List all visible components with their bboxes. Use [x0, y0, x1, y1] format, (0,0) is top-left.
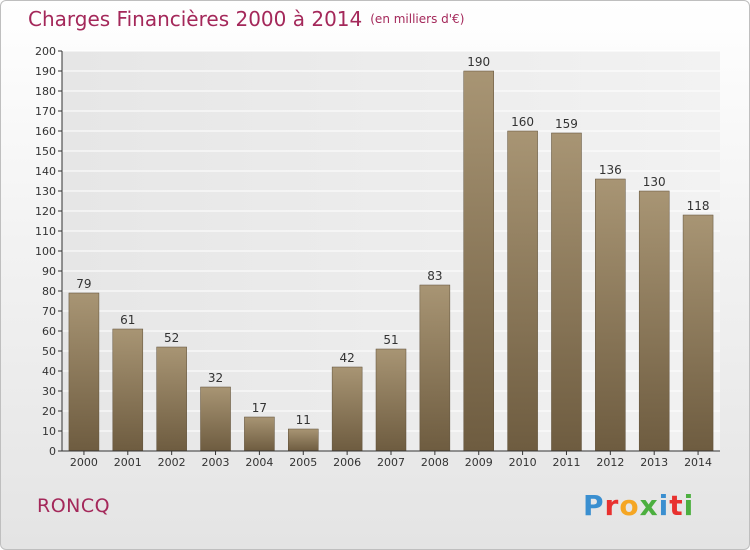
data-label: 136	[599, 163, 622, 177]
proxiti-logo: Proxiti	[583, 489, 694, 522]
x-tick-label: 2004	[245, 456, 273, 469]
y-tick-label: 0	[49, 445, 56, 458]
y-tick-label: 50	[42, 345, 56, 358]
data-label: 130	[643, 175, 666, 189]
y-tick-label: 20	[42, 405, 56, 418]
y-tick-label: 30	[42, 385, 56, 398]
bar	[156, 346, 187, 452]
x-tick-label: 2000	[70, 456, 98, 469]
data-label: 32	[208, 371, 223, 385]
bar	[595, 178, 626, 452]
bars: 79 61 52 32 17 11 42 51 83 190 160 159 136 130 118	[68, 55, 714, 452]
data-label: 83	[427, 269, 442, 283]
x-tick-label: 2014	[684, 456, 712, 469]
data-label: 51	[383, 333, 398, 347]
data-label: 118	[687, 199, 710, 213]
x-axis: 2000 2001 2002 2003 2004 2005 2006 2007 2008 2009…	[62, 450, 720, 469]
x-tick-label: 2005	[289, 456, 317, 469]
data-label: 42	[339, 351, 354, 365]
y-tick-label: 160	[35, 125, 56, 138]
x-tick-label: 2002	[158, 456, 186, 469]
chart-subtitle: (en milliers d'€)	[370, 12, 465, 26]
y-tick-label: 200	[35, 45, 56, 58]
y-tick-label: 130	[35, 185, 56, 198]
x-tick-label: 2003	[202, 456, 230, 469]
commune-name: RONCQ	[37, 495, 111, 517]
logo-letter: r	[604, 489, 620, 522]
x-tick-label: 2011	[552, 456, 580, 469]
y-tick-label: 10	[42, 425, 56, 438]
logo-letter: t	[669, 489, 684, 522]
bar	[507, 130, 538, 452]
x-tick-label: 2007	[377, 456, 405, 469]
bar	[288, 428, 319, 452]
bar	[112, 328, 144, 452]
y-tick-label: 90	[42, 265, 56, 278]
y-tick-label: 40	[42, 365, 56, 378]
bar	[682, 214, 714, 452]
logo-letter: o	[619, 489, 640, 522]
y-tick-label: 190	[35, 65, 56, 78]
x-tick-label: 2012	[596, 456, 624, 469]
y-tick-label: 180	[35, 85, 56, 98]
logo-letter: i	[658, 489, 670, 522]
data-label: 52	[164, 331, 179, 345]
bar	[463, 70, 494, 452]
bar	[551, 132, 582, 452]
y-tick-label: 120	[35, 205, 56, 218]
y-tick-label: 100	[35, 245, 56, 258]
y-axis: 0 10 20 30 40 50 60 70 80 90 100 110 120 130 140 150 160…	[35, 45, 63, 458]
data-label: 190	[467, 55, 490, 69]
logo-letter: i	[683, 489, 695, 522]
x-tick-label: 2013	[640, 456, 668, 469]
y-tick-label: 60	[42, 325, 56, 338]
y-tick-label: 70	[42, 305, 56, 318]
y-tick-label: 110	[35, 225, 56, 238]
bar	[68, 292, 100, 452]
x-tick-label: 2006	[333, 456, 361, 469]
chart-title: Charges Financières 2000 à 2014 (en milli…	[28, 7, 464, 31]
x-tick-label: 2008	[421, 456, 449, 469]
data-label: 11	[296, 413, 311, 427]
bar	[375, 348, 407, 452]
data-label: 79	[76, 277, 91, 291]
y-tick-label: 140	[35, 165, 56, 178]
bar	[200, 386, 231, 452]
y-tick-label: 80	[42, 285, 56, 298]
x-tick-label: 2009	[465, 456, 493, 469]
y-tick-label: 170	[35, 105, 56, 118]
bar	[244, 416, 275, 452]
data-label: 159	[555, 117, 578, 131]
logo-letter: x	[639, 489, 659, 522]
data-label: 61	[120, 313, 135, 327]
bar	[331, 366, 363, 452]
data-label: 160	[511, 115, 534, 129]
x-tick-label: 2010	[509, 456, 537, 469]
y-tick-label: 150	[35, 145, 56, 158]
bar	[419, 284, 451, 452]
x-tick-label: 2001	[114, 456, 142, 469]
data-label: 17	[252, 401, 267, 415]
bar	[638, 190, 670, 452]
chart-title-text: Charges Financières 2000 à 2014	[28, 7, 363, 31]
logo-letter: P	[583, 489, 605, 522]
